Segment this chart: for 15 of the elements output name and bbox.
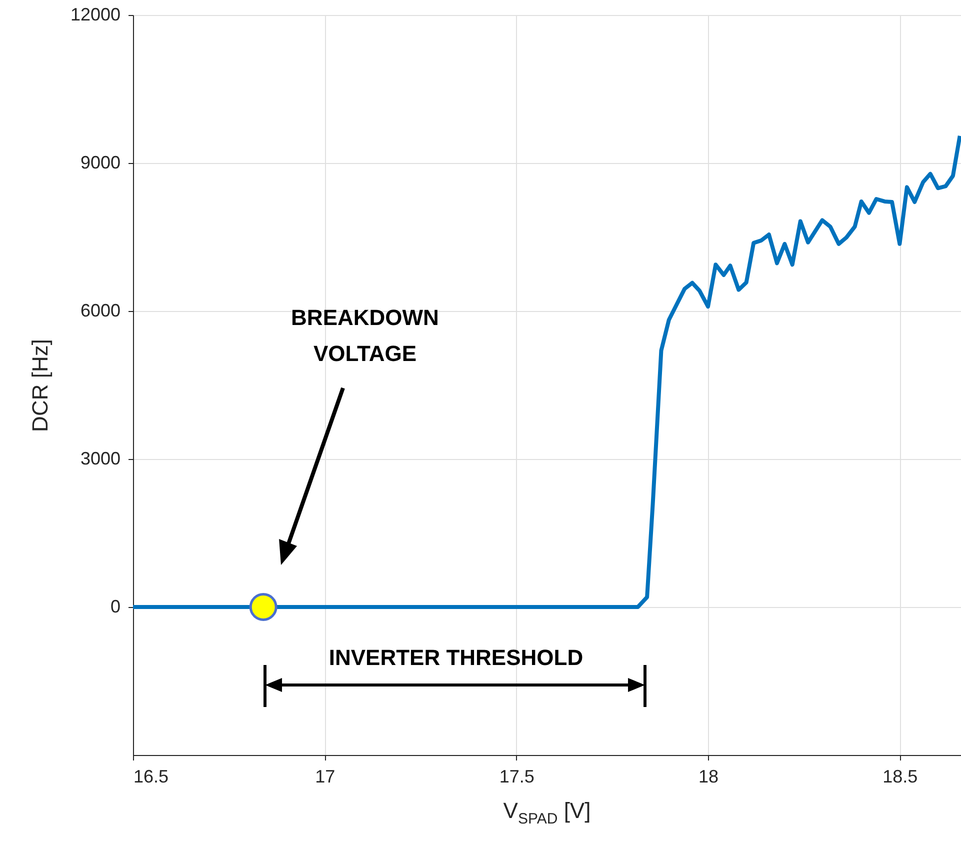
y-tick-label: 3000	[80, 448, 120, 468]
x-tick-label: 16.5	[134, 766, 169, 786]
y-tick-label: 12000	[70, 4, 120, 24]
y-tick-label: 9000	[80, 152, 120, 172]
annotation: INVERTER THRESHOLD	[328, 644, 584, 672]
y-tick-label: 6000	[80, 300, 120, 320]
x-tick-label: 18	[698, 766, 719, 786]
x-tick-label: 18.5	[882, 766, 918, 786]
x-axis-title: V$_{SPAD}$ [V]	[502, 798, 592, 828]
x-tick-label: 17.5	[499, 766, 534, 786]
line-series	[133, 134, 961, 609]
y-axis-title: DCR [Hz]	[27, 339, 52, 432]
y-tick-label: 0	[110, 596, 120, 616]
x-tick-label: 17	[315, 766, 336, 786]
annotation: BREAKDOWN VOLTAGE	[290, 304, 440, 368]
